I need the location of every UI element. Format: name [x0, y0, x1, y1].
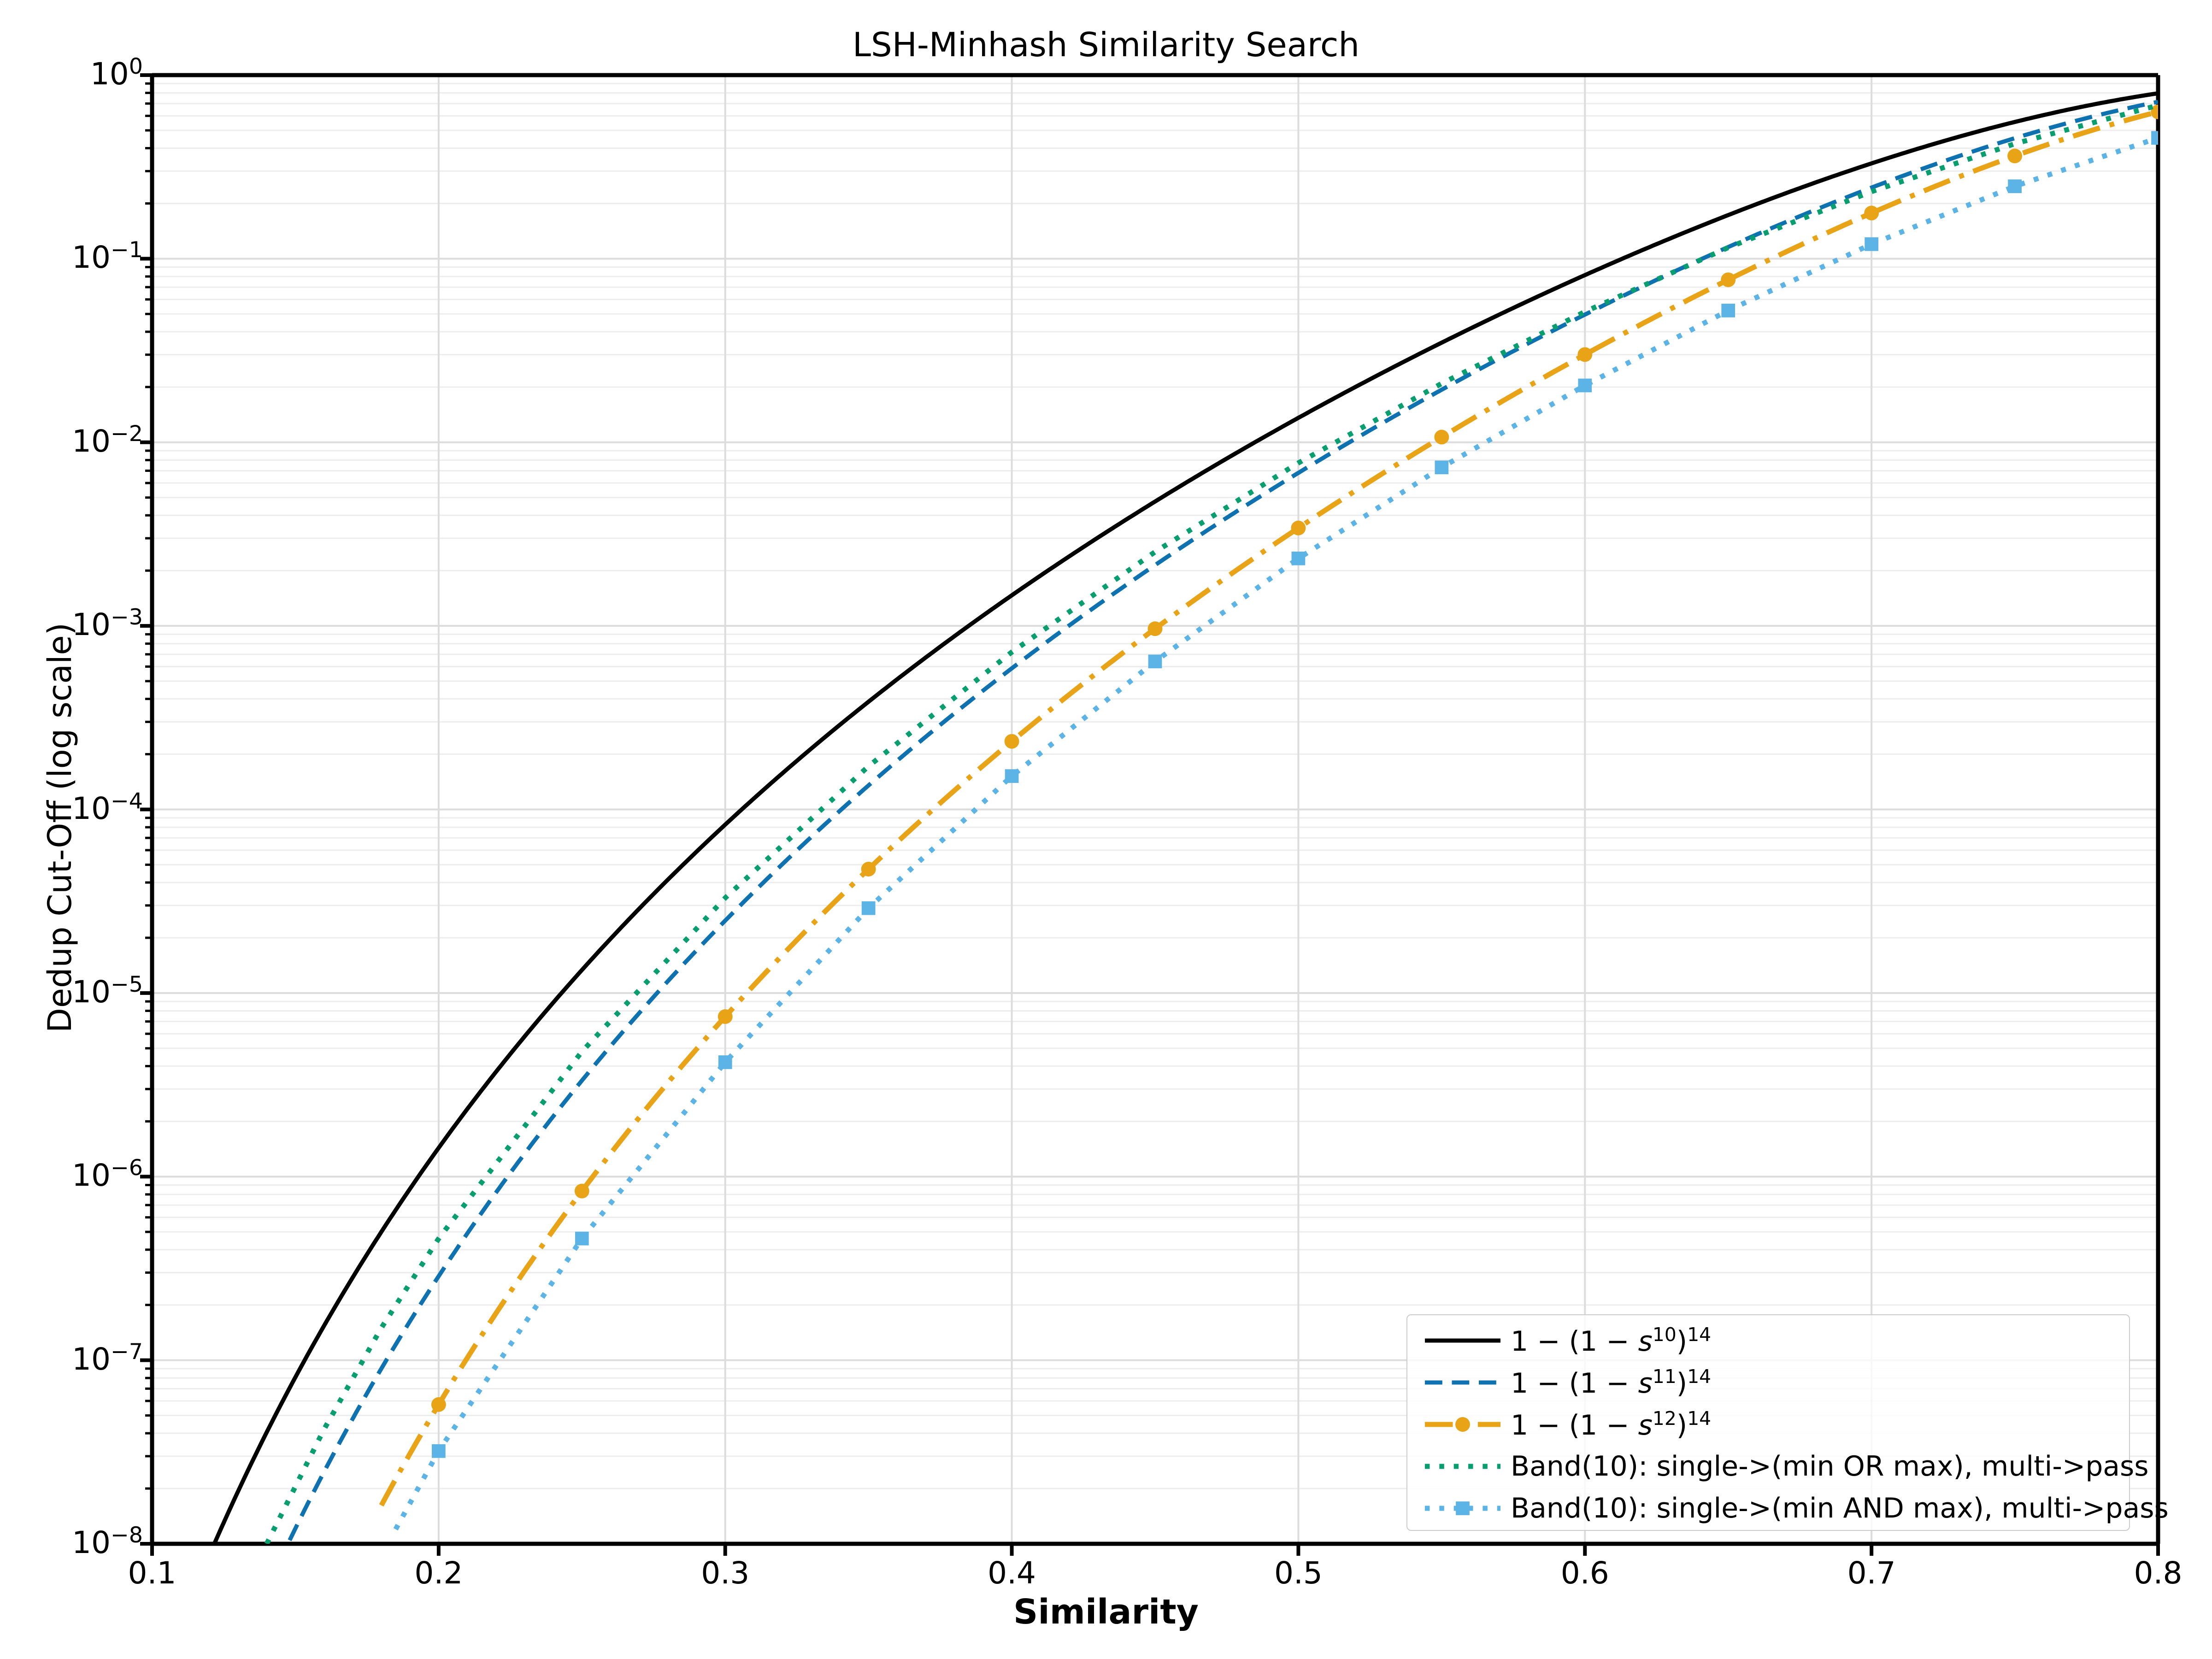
legend-label-2: 1 − (1 − s12)14	[1511, 1407, 1712, 1441]
series-line-2	[379, 109, 2158, 1507]
series-marker-2	[431, 1397, 446, 1412]
x-tick-label-4: 0.5	[1274, 1555, 1323, 1591]
series-lines	[212, 91, 2158, 1544]
series-marker-2	[2007, 148, 2023, 164]
chart-title: LSH-Minhash Similarity Search	[852, 25, 1360, 64]
series-marker-2	[1147, 621, 1163, 636]
series-marker-4	[718, 1055, 732, 1069]
series-marker-4	[1291, 551, 1306, 565]
legend-line-sample-0	[1421, 1319, 1504, 1362]
series-marker-4	[575, 1231, 589, 1246]
series-marker-2	[1434, 429, 1449, 445]
series-marker-2	[1721, 272, 1736, 288]
legend-item-4[interactable]: Band(10): single->(min AND max), multi->…	[1407, 1487, 2169, 1530]
legend-line-sample-4	[1421, 1487, 1504, 1530]
series-marker-4	[432, 1444, 446, 1458]
legend-line-sample-1	[1421, 1361, 1504, 1404]
series-line-3	[264, 103, 2158, 1544]
legend-line-sample-2	[1421, 1403, 1504, 1446]
x-tick-label-3: 0.4	[988, 1555, 1036, 1591]
series-marker-2	[718, 1009, 733, 1024]
y-tick-label-4: 10−4	[71, 788, 143, 826]
series-marker-4	[1865, 237, 1878, 251]
y-tick-label-5: 10−5	[71, 971, 143, 1010]
series-marker-2	[1864, 206, 1879, 221]
series-marker-2	[1577, 347, 1593, 362]
series-marker-2	[861, 862, 876, 877]
legend-item-2[interactable]: 1 − (1 − s12)14	[1407, 1403, 2129, 1446]
series-marker-4	[1578, 378, 1592, 393]
x-tick-label-7: 0.8	[2134, 1555, 2183, 1591]
series-marker-2	[1004, 734, 1019, 749]
y-tick-label-7: 10−7	[71, 1339, 143, 1377]
series-marker-4	[1148, 654, 1162, 669]
legend-item-3[interactable]: Band(10): single->(min OR max), multi->p…	[1407, 1445, 2149, 1488]
series-marker-2	[1291, 520, 1306, 535]
y-tick-label-3: 10−3	[71, 605, 143, 643]
series-marker-4	[2151, 131, 2158, 145]
x-axis-label: Similarity	[1013, 1592, 1199, 1632]
axis-ticks	[140, 73, 2160, 1556]
legend-line-sample-3	[1421, 1445, 1504, 1488]
chart-legend: 1 − (1 − s10)14 1 − (1 − s11)14 1 − (1 − s…	[1406, 1314, 2169, 1531]
y-tick-label-0: 100	[90, 54, 143, 92]
series-marker-4	[2008, 179, 2022, 194]
x-tick-label-2: 0.3	[701, 1555, 750, 1591]
series-line-1	[285, 100, 2158, 1544]
legend-item-0[interactable]: 1 − (1 − s10)14	[1407, 1319, 2129, 1362]
y-tick-label-8: 10−8	[71, 1523, 143, 1560]
legend-item-1[interactable]: 1 − (1 − s11)14	[1407, 1361, 2129, 1404]
x-tick-label-5: 0.6	[1560, 1555, 1609, 1591]
legend-label-3: Band(10): single->(min OR max), multi->p…	[1511, 1450, 2149, 1483]
gridlines	[151, 74, 2159, 1545]
y-tick-label-2: 10−2	[71, 421, 143, 459]
series-marker-4	[1435, 460, 1449, 475]
legend-label-0: 1 − (1 − s10)14	[1511, 1324, 1712, 1358]
y-tick-label-1: 10−1	[71, 237, 143, 276]
series-marker-2	[574, 1183, 589, 1199]
series-marker-4	[1721, 303, 1735, 318]
series-marker-4	[1005, 769, 1019, 783]
axis-frame	[150, 73, 2160, 1546]
x-tick-label-1: 0.2	[414, 1555, 463, 1591]
x-tick-label-0: 0.1	[128, 1555, 176, 1591]
series-marker-2	[2151, 104, 2158, 119]
series-line-0	[212, 91, 2158, 1544]
x-tick-label-6: 0.7	[1847, 1555, 1896, 1591]
legend-label-4: Band(10): single->(min AND max), multi->…	[1511, 1492, 2169, 1524]
y-tick-label-6: 10−6	[71, 1155, 143, 1194]
series-marker-4	[861, 901, 876, 915]
legend-label-1: 1 − (1 − s11)14	[1511, 1365, 1712, 1400]
